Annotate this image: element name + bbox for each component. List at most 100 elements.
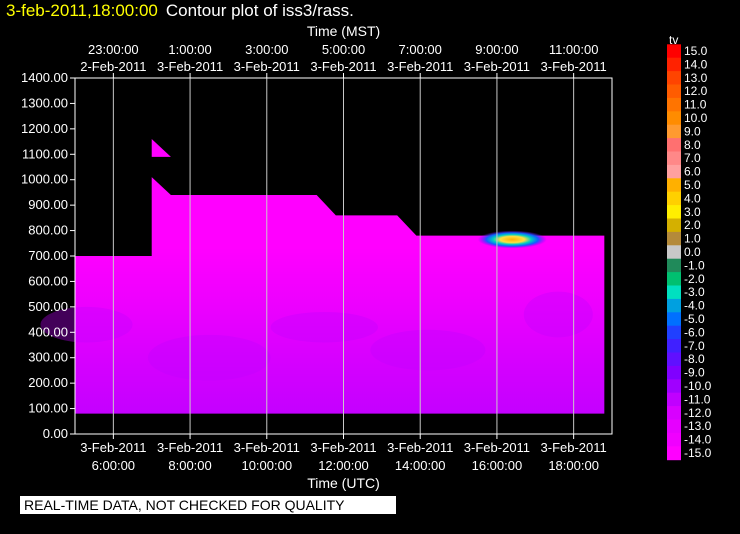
colorbar-label: -10.0 [684,379,712,393]
x-tick-time: 8:00:00 [168,458,211,473]
colorbar-swatch [667,419,681,434]
y-tick-label: 400.00 [28,324,68,339]
colorbar-swatch [667,406,681,420]
x-tick-time: 6:00:00 [92,458,135,473]
colorbar-swatch [667,218,681,233]
colorbar-label: 13.0 [684,71,708,85]
x-tick-time: 18:00:00 [548,458,599,473]
colorbar-swatch [667,258,681,273]
colorbar-label: -6.0 [684,325,705,339]
x-tick-time: 14:00:00 [395,458,446,473]
quality-disclaimer: REAL-TIME DATA, NOT CHECKED FOR QUALITY [20,496,396,514]
colorbar-label: 10.0 [684,111,708,125]
warm-pocket [477,230,547,249]
colorbar-swatch [667,339,681,353]
y-tick-label: 600.00 [28,273,68,288]
x2-tick-time: 7:00:00 [399,42,442,57]
colorbar-label: 3.0 [684,205,701,219]
colorbar-label: 11.0 [684,98,707,112]
x2-tick-time: 3:00:00 [245,42,288,57]
x2-tick-time: 11:00:00 [549,42,599,57]
colorbar-label: -1.0 [684,258,705,272]
y-tick-label: 1100.00 [22,146,68,161]
colorbar-label: -3.0 [684,285,705,299]
colorbar: tv 15.014.013.012.011.010.09.08.07.06.05.… [667,33,712,461]
y-tick-label: 1000.00 [21,172,68,187]
page-title: 3-feb-2011,18:00:00 Contour plot of iss3/… [6,1,354,21]
x-tick-date: 3-Feb-2011 [464,440,530,455]
colorbar-label: 4.0 [684,191,701,205]
colorbar-label: 8.0 [684,138,701,152]
x2-tick-date: 2-Feb-2011 [80,59,146,74]
x2-tick-time: 1:00:00 [168,42,211,57]
colorbar-label: -13.0 [684,419,712,433]
x2-tick-date: 3-Feb-2011 [464,59,530,74]
colorbar-label: 7.0 [684,151,701,165]
x2-tick-date: 3-Feb-2011 [310,59,376,74]
grid [112,78,575,434]
colorbar-label: -5.0 [684,312,705,326]
colorbar-swatch [667,432,681,447]
contour-patch [151,139,171,157]
plot-title: Contour plot of iss3/rass. [165,1,354,20]
colorbar-swatch [667,71,681,85]
colorbar-swatch [667,151,681,166]
y-tick-label: 300.00 [28,350,68,365]
colorbar-swatch [667,124,681,139]
y-tick-label: 900.00 [28,197,68,212]
x-axis-title: Time (UTC) [307,475,380,491]
colorbar-label: 1.0 [684,232,701,246]
colorbar-swatch [667,285,681,300]
y-tick-label: 800.00 [28,223,68,238]
x-tick-date: 3-Feb-2011 [310,440,376,455]
colorbar-label: -7.0 [684,339,705,353]
colorbar-swatch [667,44,681,59]
x2-tick-time: 23:00:00 [88,42,139,57]
colorbar-label: 2.0 [684,218,701,232]
colorbar-label: 15.0 [684,44,708,58]
x2-tick-date: 3-Feb-2011 [157,59,223,74]
colorbar-label: -11.0 [684,392,711,406]
contour-lobe [147,334,271,381]
colorbar-swatch [667,446,681,461]
colorbar-swatch [667,84,681,99]
colorbar-swatch [667,231,681,246]
colorbar-label: -8.0 [684,352,705,366]
colorbar-swatch [667,352,681,367]
colorbar-label: 0.0 [684,245,701,259]
colorbar-label: 9.0 [684,124,701,138]
x2-tick-time: 9:00:00 [475,42,518,57]
axes: 1400.00 1300.00 1200.00 1100.00 1000.00 900.0… [21,23,613,491]
colorbar-label: -2.0 [684,272,705,286]
contour-lobe [270,311,379,343]
timestamp: 3-feb-2011,18:00:00 [6,1,158,20]
y-tick-label: 1200.00 [21,121,68,136]
colorbar-swatch [667,57,681,72]
x2-tick-time: 5:00:00 [322,42,365,57]
colorbar-label: -15.0 [684,446,712,460]
colorbar-label: 5.0 [684,178,701,192]
x2-tick-date: 3-Feb-2011 [541,59,607,74]
colorbar-swatch [667,164,681,179]
colorbar-swatch [667,178,681,193]
colorbar-label: -9.0 [684,366,705,380]
x-tick-date: 3-Feb-2011 [387,440,453,455]
x2-tick-date: 3-Feb-2011 [387,59,453,74]
colorbar-swatch [667,245,681,260]
x-tick-date: 3-Feb-2011 [80,440,146,455]
colorbar-label: 14.0 [684,57,708,71]
colorbar-swatch [667,111,681,126]
y-tick-label: 0.00 [43,426,68,441]
x-tick-time: 12:00:00 [318,458,369,473]
contour-lobe [523,291,593,338]
colorbar-swatch [667,325,681,340]
contour-lobe [370,329,486,371]
plot-area [40,78,612,434]
y-tick-label: 1400.00 [21,70,68,85]
colorbar-swatch [667,191,681,206]
colorbar-title: tv [669,33,678,47]
colorbar-swatch [667,138,681,152]
x-tick-date: 3-Feb-2011 [541,440,607,455]
colorbar-label: -14.0 [684,433,712,447]
